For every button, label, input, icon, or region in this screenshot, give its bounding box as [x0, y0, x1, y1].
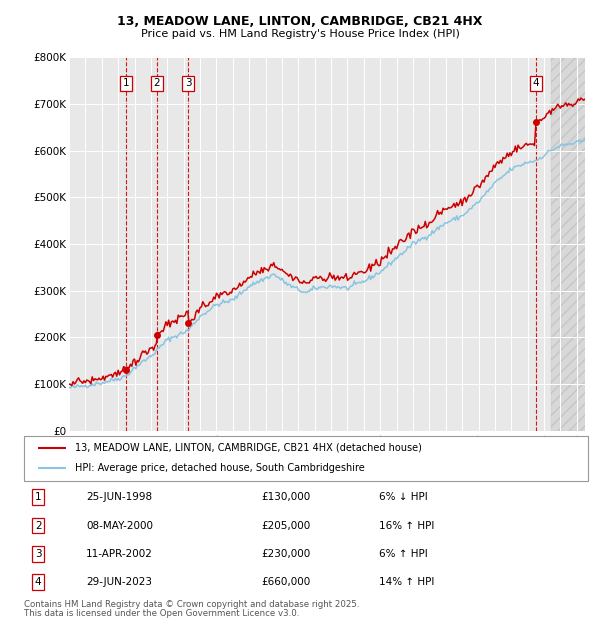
- Text: 4: 4: [35, 577, 41, 587]
- Bar: [551, 57, 593, 431]
- Text: 13, MEADOW LANE, LINTON, CAMBRIDGE, CB21 4HX (detached house): 13, MEADOW LANE, LINTON, CAMBRIDGE, CB21…: [75, 443, 422, 453]
- FancyBboxPatch shape: [24, 436, 588, 480]
- Text: 25-JUN-1998: 25-JUN-1998: [86, 492, 152, 502]
- Text: 14% ↑ HPI: 14% ↑ HPI: [379, 577, 434, 587]
- Text: 6% ↑ HPI: 6% ↑ HPI: [379, 549, 428, 559]
- Text: 29-JUN-2023: 29-JUN-2023: [86, 577, 152, 587]
- Text: Contains HM Land Registry data © Crown copyright and database right 2025.: Contains HM Land Registry data © Crown c…: [24, 600, 359, 609]
- Text: 16% ↑ HPI: 16% ↑ HPI: [379, 521, 434, 531]
- Bar: [551, 57, 593, 431]
- Text: 6% ↓ HPI: 6% ↓ HPI: [379, 492, 428, 502]
- Text: This data is licensed under the Open Government Licence v3.0.: This data is licensed under the Open Gov…: [24, 609, 299, 618]
- Text: 1: 1: [35, 492, 41, 502]
- Text: £660,000: £660,000: [261, 577, 310, 587]
- Text: £130,000: £130,000: [261, 492, 310, 502]
- Text: 4: 4: [532, 78, 539, 88]
- Text: 11-APR-2002: 11-APR-2002: [86, 549, 153, 559]
- Text: HPI: Average price, detached house, South Cambridgeshire: HPI: Average price, detached house, Sout…: [75, 463, 365, 474]
- Text: 2: 2: [35, 521, 41, 531]
- Text: 13, MEADOW LANE, LINTON, CAMBRIDGE, CB21 4HX: 13, MEADOW LANE, LINTON, CAMBRIDGE, CB21…: [118, 16, 482, 28]
- Text: Price paid vs. HM Land Registry's House Price Index (HPI): Price paid vs. HM Land Registry's House …: [140, 29, 460, 39]
- Text: £230,000: £230,000: [261, 549, 310, 559]
- Text: 3: 3: [185, 78, 191, 88]
- Text: £205,000: £205,000: [261, 521, 310, 531]
- Text: 3: 3: [35, 549, 41, 559]
- Text: 08-MAY-2000: 08-MAY-2000: [86, 521, 153, 531]
- Text: 2: 2: [154, 78, 160, 88]
- Text: 1: 1: [122, 78, 130, 88]
